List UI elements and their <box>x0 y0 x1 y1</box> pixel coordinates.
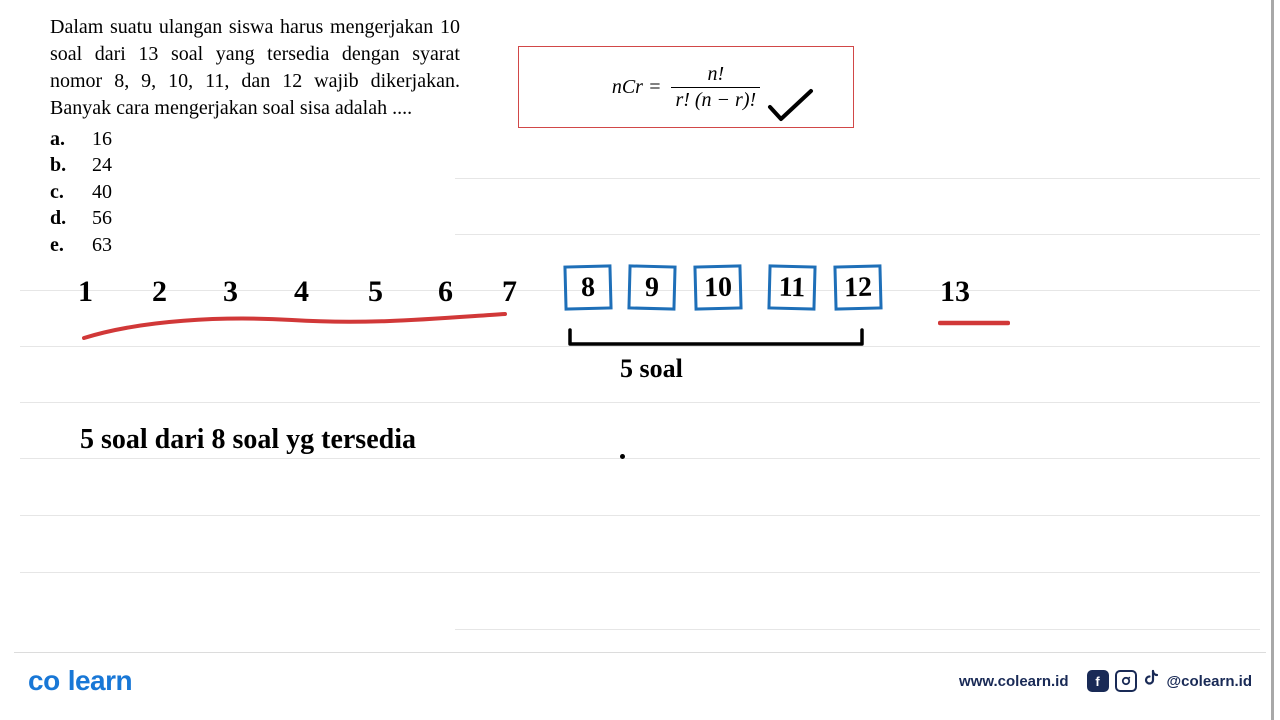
opt-e-letter: e. <box>50 232 70 258</box>
facebook-icon[interactable]: f <box>1087 670 1109 692</box>
boxed-number-8: 8 <box>563 264 612 310</box>
opt-c-letter: c. <box>50 179 70 205</box>
boxed-number-9: 9 <box>627 264 676 310</box>
rule-line <box>20 515 1260 516</box>
social-group: f @colearn.id <box>1087 669 1252 693</box>
scrollbar-hint <box>1271 0 1274 720</box>
opt-e-value: 63 <box>92 232 112 258</box>
opt-d-value: 56 <box>92 205 112 231</box>
formula-box: nCr = n! r! (n − r)! <box>518 46 854 128</box>
tail-number-13: 13 <box>940 275 970 309</box>
question-text: Dalam suatu ulangan siswa harus mengerja… <box>50 14 460 122</box>
free-number-4: 4 <box>294 275 309 309</box>
opt-a-value: 16 <box>92 126 112 152</box>
rule-line <box>455 629 1260 630</box>
opt-a-letter: a. <box>50 126 70 152</box>
social-handle[interactable]: @colearn.id <box>1167 673 1252 690</box>
formula-denominator: r! (n − r)! <box>671 87 760 112</box>
formula-lhs: nCr = <box>612 76 662 99</box>
handwritten-conclusion: 5 soal dari 8 soal yg tersedia <box>80 424 416 456</box>
brand-logo: colearn <box>28 665 132 697</box>
free-number-7: 7 <box>502 275 517 309</box>
free-number-6: 6 <box>438 275 453 309</box>
stray-dot <box>620 454 625 459</box>
opt-b-letter: b. <box>50 152 70 178</box>
opt-d-letter: d. <box>50 205 70 231</box>
tiktok-icon[interactable] <box>1143 669 1161 693</box>
free-number-3: 3 <box>223 275 238 309</box>
bracket-under-boxed <box>566 328 866 356</box>
free-number-2: 2 <box>152 275 167 309</box>
logo-part-2: learn <box>68 665 132 696</box>
opt-b-value: 24 <box>92 152 112 178</box>
rule-line <box>455 178 1260 179</box>
free-number-5: 5 <box>368 275 383 309</box>
formula-numerator: n! <box>703 63 728 87</box>
question-block: Dalam suatu ulangan siswa harus mengerja… <box>50 14 460 258</box>
footer: colearn www.colearn.id f @colearn.id <box>0 652 1280 720</box>
rule-line <box>455 234 1260 235</box>
boxed-number-10: 10 <box>693 264 742 310</box>
rule-line <box>20 402 1260 403</box>
bracket-label: 5 soal <box>620 354 683 384</box>
logo-part-1: co <box>28 665 60 696</box>
rule-line <box>20 458 1260 459</box>
instagram-icon[interactable] <box>1115 670 1137 692</box>
rule-line <box>20 572 1260 573</box>
red-underline-right <box>938 318 1010 328</box>
red-underline-left <box>82 310 507 340</box>
boxed-number-12: 12 <box>833 264 882 310</box>
boxed-number-11: 11 <box>767 264 816 310</box>
checkmark-icon <box>765 85 815 125</box>
combination-formula: nCr = n! r! (n − r)! <box>612 63 760 112</box>
answer-options: a. 16 b. 24 c. 40 d. 56 e. 63 <box>50 126 460 258</box>
footer-url[interactable]: www.colearn.id <box>959 673 1068 690</box>
opt-c-value: 40 <box>92 179 112 205</box>
free-number-1: 1 <box>78 275 93 309</box>
footer-divider <box>14 652 1266 653</box>
